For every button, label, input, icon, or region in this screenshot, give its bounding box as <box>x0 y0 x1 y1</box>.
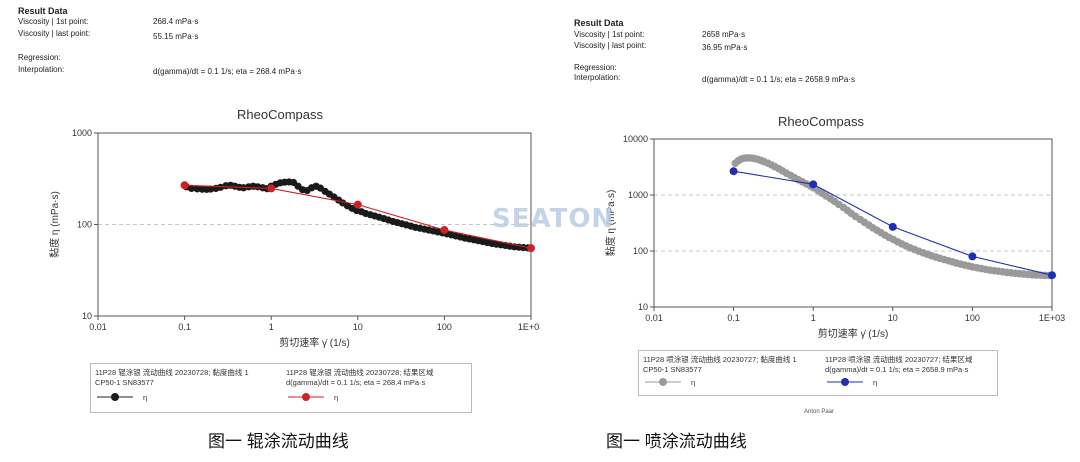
x-tick-label: 10 <box>353 322 363 332</box>
legend-entry-text: 11P28 辊涂银 流动曲线 20230728; 黏度曲线 1 <box>95 368 249 377</box>
result-row-label: Viscosity | 1st point: <box>574 30 645 39</box>
chart-legend: 11P28 喷涂银 流动曲线 20230727; 黏度曲线 1 CP50-1 S… <box>638 350 998 396</box>
plot-frame <box>653 138 1053 308</box>
y-tick-label: 10 <box>82 311 92 321</box>
legend-marker-gray <box>645 378 681 386</box>
y-axis-label: 黏度 η (mPa·s) <box>48 191 61 258</box>
data-point <box>440 226 449 235</box>
x-tick-label: 0.01 <box>645 313 663 323</box>
chart-title: RheoCompass <box>237 107 323 122</box>
data-point <box>729 167 738 176</box>
chart-title: RheoCompass <box>778 114 864 129</box>
left-panel: Result Data Viscosity | 1st point: 268.4… <box>18 6 540 451</box>
x-tick-label: 1 <box>811 313 816 323</box>
series-line <box>734 157 1053 277</box>
y-tick-label: 10 <box>638 302 648 312</box>
series-0 <box>731 154 1056 280</box>
legend-entry-text: 11P28 喷涂银 流动曲线 20230727; 黏度曲线 1 <box>643 355 797 364</box>
legend-marker-blue <box>827 378 863 386</box>
viscosity-chart-left: 0.01 0.1 1 10 100 1E+03 10 100 1000 剪切速率 γ̇ (1/s)… <box>48 128 540 349</box>
footer-note: Anton Paar <box>804 409 835 415</box>
data-point <box>187 184 196 193</box>
legend-symbol: η <box>691 378 696 387</box>
result-row-label: Viscosity | last point: <box>18 29 91 38</box>
result-row-label: Regression: <box>18 53 61 62</box>
legend-entry-text: 11P28 辊涂银 流动曲线 20230728; 结果区域 <box>286 368 434 377</box>
y-axis-label: 黏度 η (mPa·s) <box>604 190 617 257</box>
x-axis-label: 剪切速率 γ̇ (1/s) <box>818 327 889 340</box>
data-point <box>353 200 362 209</box>
x-tick-label: 100 <box>965 313 980 323</box>
result-row-value: 268.4 mPa·s <box>153 17 199 26</box>
watermark: SEATON <box>492 204 615 234</box>
data-point <box>968 252 977 261</box>
result-row-label: Interpolation: <box>574 73 621 82</box>
data-point <box>207 185 215 193</box>
legend-symbol: η <box>334 393 339 402</box>
legend-marker-black <box>97 393 133 401</box>
y-tick-label: 1000 <box>72 128 92 138</box>
legend-symbol: η <box>143 393 148 402</box>
x-tick-label: 1E+03 <box>518 322 540 332</box>
figure-caption: 图一 辊涂流动曲线 <box>208 432 349 451</box>
result-row-label: Regression: <box>574 63 617 72</box>
chart-legend: 11P28 辊涂银 流动曲线 20230728; 黏度曲线 1 CP50-1 S… <box>90 363 472 413</box>
legend-marker-red <box>288 393 324 401</box>
x-tick-label: 100 <box>437 322 452 332</box>
x-tick-label: 1 <box>269 322 274 332</box>
viscosity-chart-right: 0.01 0.1 1 10 100 1E+03 10 100 1000 10000 剪切速率 γ̇ … <box>604 134 1065 340</box>
x-tick-label: 0.1 <box>727 313 740 323</box>
legend-symbol: η <box>873 378 878 387</box>
figure-caption: 图一 喷涂流动曲线 <box>606 432 747 451</box>
y-tick-label: 100 <box>633 246 648 256</box>
x-tick-label: 0.1 <box>178 322 191 332</box>
y-tick-label: 1000 <box>628 190 648 200</box>
legend-entry-text: d(gamma)/dt = 0.1 1/s; eta = 2658.9 mPa·… <box>825 365 969 374</box>
legend-entry-text: CP50-1 SN83577 <box>643 365 702 374</box>
y-tick-label: 10000 <box>623 134 648 144</box>
legend-entry-text: d(gamma)/dt = 0.1 1/s; eta = 268.4 mPa·s <box>286 378 426 387</box>
series-1 <box>180 181 535 253</box>
result-row-value: 2658 mPa·s <box>702 30 746 39</box>
legend-entry-text: CP50-1 SN83577 <box>95 378 154 387</box>
data-point <box>809 180 818 189</box>
result-data-title: Result Data <box>18 6 68 16</box>
series-0 <box>182 178 535 252</box>
series-1 <box>729 167 1056 280</box>
x-tick-label: 0.01 <box>89 322 107 332</box>
x-tick-label: 10 <box>888 313 898 323</box>
result-row-label: Viscosity | 1st point: <box>18 17 89 26</box>
result-row-value: 55.15 mPa·s <box>153 32 199 41</box>
result-row-value: d(gamma)/dt = 0.1 1/s; eta = 2658.9 mPa·… <box>702 75 855 84</box>
result-row-label: Interpolation: <box>18 65 65 74</box>
result-row-value: 36.95 mPa·s <box>702 43 748 52</box>
x-axis-label: 剪切速率 γ̇ (1/s) <box>279 336 350 349</box>
data-point <box>267 184 276 193</box>
x-tick-label: 1E+03 <box>1039 313 1065 323</box>
right-panel: Result Data Viscosity | 1st point: 2658 … <box>540 0 1080 462</box>
result-row-label: Viscosity | last point: <box>574 41 647 50</box>
data-point <box>180 181 189 190</box>
result-data-title: Result Data <box>574 18 624 28</box>
data-point <box>1048 271 1056 280</box>
data-point <box>888 222 897 231</box>
data-point <box>527 244 535 253</box>
legend-entry-text: 11P28 喷涂银 流动曲线 20230727; 结果区域 <box>825 355 973 364</box>
result-row-value: d(gamma)/dt = 0.1 1/s; eta = 268.4 mPa·s <box>153 67 302 76</box>
y-tick-label: 100 <box>77 220 92 230</box>
